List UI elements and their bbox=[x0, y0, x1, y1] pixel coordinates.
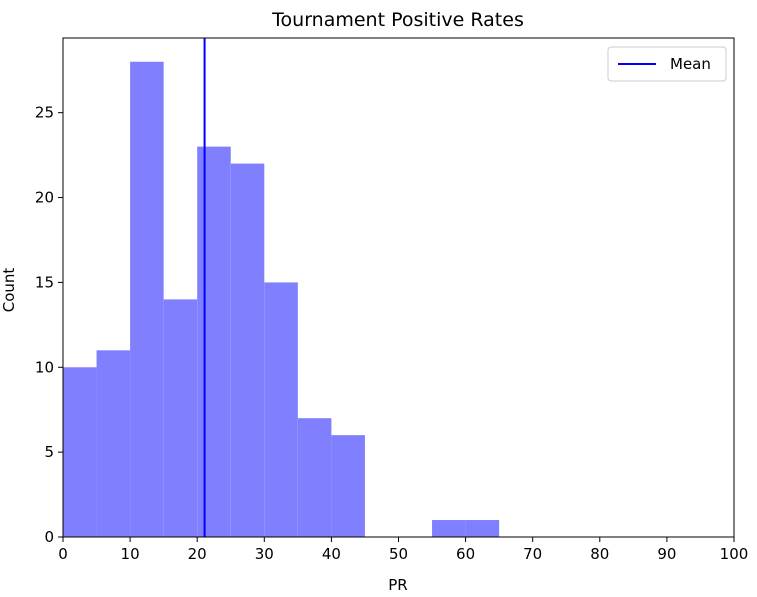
y-tick-label: 0 bbox=[44, 528, 54, 546]
x-tick-label: 80 bbox=[590, 545, 609, 563]
x-tick-label: 30 bbox=[255, 545, 274, 563]
y-axis-ticks: 0 5 10 15 20 25 bbox=[35, 104, 63, 546]
y-tick-label: 10 bbox=[35, 358, 54, 376]
y-axis-label: Count bbox=[0, 268, 18, 313]
histogram-bar-6 bbox=[264, 282, 298, 537]
histogram-bar-1 bbox=[96, 350, 131, 537]
chart-title: Tournament Positive Rates bbox=[271, 9, 524, 31]
histogram-bar-7 bbox=[297, 418, 332, 537]
legend: Mean bbox=[607, 46, 727, 82]
bars-group bbox=[63, 61, 500, 538]
x-axis-label: PR bbox=[388, 576, 407, 592]
histogram-bar-8 bbox=[331, 435, 365, 537]
x-tick-label: 10 bbox=[121, 545, 140, 563]
histogram-bar-3 bbox=[163, 299, 198, 537]
x-tick-label: 90 bbox=[657, 545, 676, 563]
x-tick-label: 0 bbox=[58, 545, 68, 563]
y-tick-label: 15 bbox=[35, 273, 54, 291]
legend-box bbox=[607, 46, 727, 82]
y-tick-label: 20 bbox=[35, 189, 54, 207]
x-tick-label: 60 bbox=[456, 545, 475, 563]
x-tick-label: 40 bbox=[322, 545, 341, 563]
legend-mean-label: Mean bbox=[670, 55, 711, 73]
x-tick-label: 50 bbox=[389, 545, 408, 563]
histogram-bar-11 bbox=[432, 520, 466, 537]
y-tick-label: 25 bbox=[35, 104, 54, 122]
x-axis-ticks: 0 10 20 30 40 50 60 70 80 90 100 bbox=[58, 537, 748, 563]
histogram-bar-5 bbox=[230, 163, 265, 537]
histogram-bar-0 bbox=[63, 367, 97, 537]
x-tick-label: 20 bbox=[188, 545, 207, 563]
x-tick-label: 100 bbox=[720, 545, 749, 563]
x-tick-label: 70 bbox=[523, 545, 542, 563]
histogram-bar-4 bbox=[197, 146, 231, 537]
histogram-bar-2 bbox=[130, 61, 164, 538]
y-tick-label: 5 bbox=[44, 443, 54, 461]
histogram-bar-12 bbox=[465, 520, 500, 537]
